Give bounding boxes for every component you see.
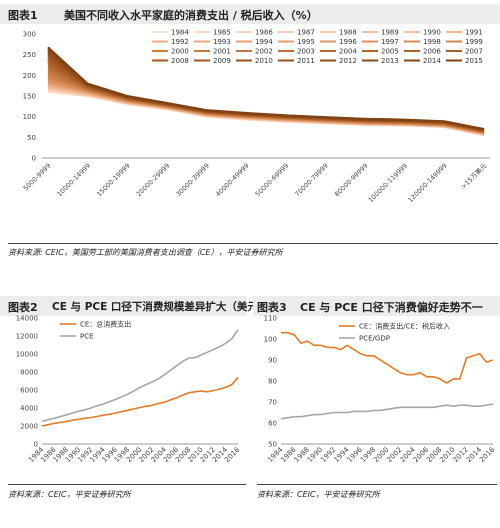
fig1-series-line bbox=[47, 46, 485, 131]
fig1-x-tick: 10000-14999 bbox=[55, 162, 92, 199]
fig1-series-line bbox=[47, 80, 485, 134]
fig1-legend-label: 2000 bbox=[171, 48, 189, 56]
fig1-x-tick: 100000-119999 bbox=[367, 162, 409, 204]
fig1-y-tick: 100 bbox=[23, 113, 36, 121]
fig1-title: 美国不同收入水平家庭的消费支出 / 税后收入（%） bbox=[64, 9, 318, 22]
fig1-legend-label: 1996 bbox=[339, 38, 357, 46]
fig2-y-tick: 12000 bbox=[16, 333, 38, 341]
fig1-legend-label: 1987 bbox=[297, 29, 315, 37]
fig1-x-tick: 70000-79999 bbox=[293, 162, 330, 199]
fig3-legend-label: PCE/GDP bbox=[359, 335, 390, 343]
fig1-y-tick: 150 bbox=[23, 93, 36, 101]
fig1-legend-label: 2014 bbox=[423, 57, 441, 65]
fig1-y-tick: 300 bbox=[23, 31, 36, 39]
fig3-chart: 5060708090100110198419861988199019921994… bbox=[264, 315, 497, 465]
fig3-y-tick: 100 bbox=[264, 336, 277, 344]
fig1-title-bar bbox=[0, 4, 500, 24]
fig1-legend-label: 2009 bbox=[213, 57, 231, 65]
fig3-y-tick: 60 bbox=[268, 420, 277, 428]
fig1-y-tick: 200 bbox=[23, 72, 36, 80]
fig1-y-tick: 250 bbox=[23, 51, 36, 59]
fig3-label: 图表3 bbox=[257, 301, 287, 314]
fig1-legend-label: 1989 bbox=[381, 29, 399, 37]
fig1-legend-label: 2015 bbox=[465, 57, 483, 65]
fig1-chart: 0 50 100 150 200 250 300 5000-9999 10000-14999 15… bbox=[22, 29, 490, 204]
fig1-legend-label: 2002 bbox=[255, 48, 273, 56]
fig3-title: CE 与 PCE 口径下消费偏好走势不一 bbox=[300, 301, 483, 314]
fig1-legend-label: 1992 bbox=[171, 38, 189, 46]
fig3-source-rule bbox=[257, 484, 497, 485]
fig3-title-bar bbox=[253, 296, 500, 316]
fig1-legend-label: 1990 bbox=[423, 29, 441, 37]
fig1-legend-label: 2007 bbox=[465, 48, 483, 56]
fig1-legend-label: 2004 bbox=[339, 48, 357, 56]
fig2-title: CE 与 PCE 口径下消费规模差异扩大（美元） bbox=[52, 301, 269, 313]
fig1-x-tick: 30000-39999 bbox=[174, 162, 211, 199]
fig3-series-line bbox=[280, 403, 494, 420]
fig1-legend-label: 2011 bbox=[297, 57, 315, 65]
fig1-x-tick: 15000-19999 bbox=[95, 162, 132, 199]
fig2-label: 图表2 bbox=[8, 301, 38, 314]
fig1-legend-label: 1995 bbox=[297, 38, 315, 46]
fig1-x-tick: 5000-9999 bbox=[22, 162, 53, 193]
fig1-legend-label: 1997 bbox=[381, 38, 399, 46]
fig1-y-tick: 0 bbox=[32, 155, 36, 163]
fig3-y-tick: 90 bbox=[268, 357, 277, 365]
fig1-legend-label: 1998 bbox=[423, 38, 441, 46]
fig2-y-tick: 0 bbox=[34, 441, 38, 449]
fig3-source: 资料来源：CEIC，平安证券研究所 bbox=[257, 490, 380, 499]
fig1-legend-label: 2005 bbox=[381, 48, 399, 56]
fig1-legend-label: 2013 bbox=[381, 57, 399, 65]
fig1-legend-label: 1994 bbox=[255, 38, 273, 46]
fig2-y-tick: 6000 bbox=[20, 387, 38, 395]
fig1-legend-label: 2001 bbox=[213, 48, 231, 56]
fig2-y-tick: 2000 bbox=[20, 423, 38, 431]
fig2-source: 资料来源：CEIC，平安证券研究所 bbox=[8, 490, 131, 499]
fig1-x-tick: 80000-99999 bbox=[333, 162, 370, 199]
fig1-legend-label: 1999 bbox=[465, 38, 483, 46]
fig1-source: 资料来源: CEIC，美国劳工部的美国消费者支出调查（CE），平安证券研究所 bbox=[8, 248, 283, 257]
fig1-x-tick: 50000-69999 bbox=[254, 162, 291, 199]
fig3-series-line bbox=[281, 331, 494, 385]
fig2-legend-label: CE：总消费支出 bbox=[80, 320, 131, 329]
fig1-legend-label: 1993 bbox=[213, 38, 231, 46]
fig1-legend-label: 1991 bbox=[465, 29, 483, 37]
fig1-legend-label: 1986 bbox=[255, 29, 273, 37]
fig2-series-line bbox=[41, 329, 239, 423]
fig2-title-bar bbox=[0, 296, 247, 316]
fig1-y-tick: 50 bbox=[27, 134, 36, 142]
fig3-y-tick: 50 bbox=[268, 441, 277, 449]
fig2-y-tick: 14000 bbox=[16, 315, 38, 323]
fig3-x-tick: 2016 bbox=[478, 445, 497, 464]
fig1-x-tick: >15万美元 bbox=[459, 161, 489, 191]
fig2-source-rule bbox=[8, 484, 246, 485]
fig2-y-tick: 4000 bbox=[20, 405, 38, 413]
fig2-y-tick: 8000 bbox=[20, 369, 38, 377]
fig1-legend-label: 2010 bbox=[255, 57, 273, 65]
fig1-x-tick: 40000-49999 bbox=[214, 162, 251, 199]
fig1-legend-label: 1984 bbox=[171, 29, 189, 37]
fig2-series-line bbox=[41, 376, 239, 427]
fig1-label: 图表1 bbox=[8, 9, 38, 22]
fig2-legend-label: PCE bbox=[80, 333, 94, 341]
fig2-chart: 0200040006000800010000120001400019841986… bbox=[16, 315, 242, 465]
fig3-y-tick: 80 bbox=[268, 378, 277, 386]
fig1-source-rule bbox=[8, 243, 498, 244]
fig2-y-tick: 10000 bbox=[16, 351, 38, 359]
fig1-legend-label: 2012 bbox=[339, 57, 357, 65]
fig3-y-tick: 70 bbox=[268, 399, 277, 407]
fig1-x-tick: 20000-29999 bbox=[135, 162, 172, 199]
fig1-legend-label: 1985 bbox=[213, 29, 231, 37]
fig1-legend-label: 2006 bbox=[423, 48, 441, 56]
fig3-y-tick: 110 bbox=[264, 315, 277, 323]
fig1-x-tick: 120000-149999 bbox=[406, 162, 448, 204]
fig1-legend-label: 2008 bbox=[171, 57, 189, 65]
fig3-legend-label: CE：消费支出/CE：税后收入 bbox=[359, 322, 450, 331]
fig2-x-tick: 2016 bbox=[223, 445, 242, 464]
fig1-legend-label: 1988 bbox=[339, 29, 357, 37]
fig1-legend-label: 2003 bbox=[297, 48, 315, 56]
